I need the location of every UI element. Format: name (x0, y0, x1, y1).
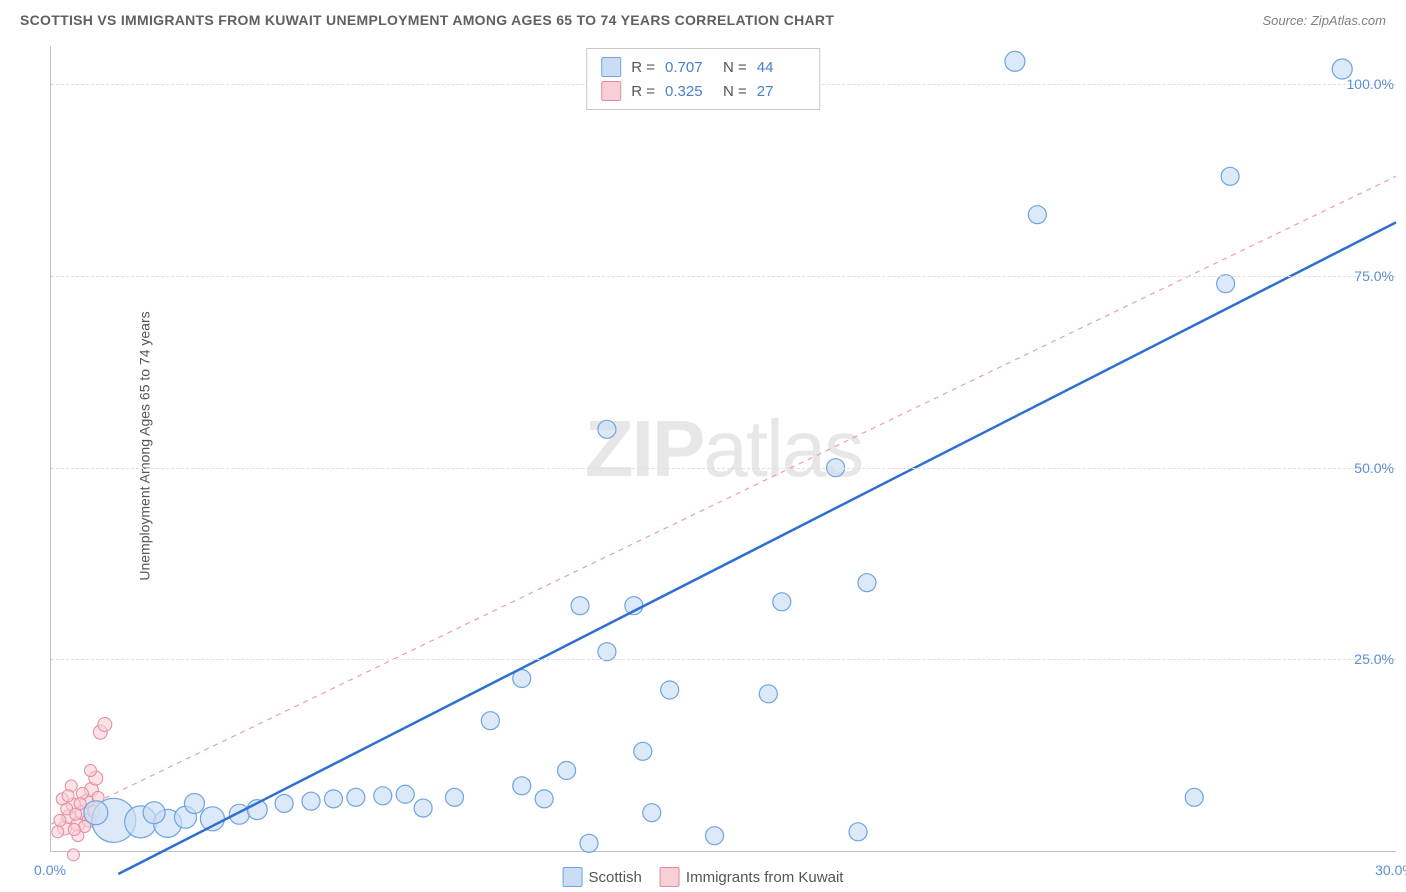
legend-item-kuwait: Immigrants from Kuwait (660, 867, 844, 887)
source-prefix: Source: (1262, 13, 1310, 28)
scatter-plot-svg (51, 46, 1396, 851)
x-tick-label: 30.0% (1375, 862, 1406, 878)
stats-row-scottish: R = 0.707 N = 44 (601, 55, 805, 79)
r-label: R = (631, 83, 655, 100)
r-value-scottish: 0.707 (665, 59, 713, 76)
legend-swatch-kuwait (660, 867, 680, 887)
legend-item-scottish: Scottish (563, 867, 642, 887)
stats-legend: R = 0.707 N = 44 R = 0.325 N = 27 (586, 48, 820, 110)
source-name: ZipAtlas.com (1311, 13, 1386, 28)
y-tick-label: 25.0% (1354, 651, 1394, 667)
swatch-kuwait (601, 81, 621, 101)
legend-label-kuwait: Immigrants from Kuwait (686, 869, 844, 886)
stats-row-kuwait: R = 0.325 N = 27 (601, 79, 805, 103)
series-legend: Scottish Immigrants from Kuwait (563, 867, 844, 887)
y-tick-label: 100.0% (1347, 76, 1394, 92)
chart-title: SCOTTISH VS IMMIGRANTS FROM KUWAIT UNEMP… (20, 12, 834, 28)
n-label: N = (723, 83, 747, 100)
source-attribution: Source: ZipAtlas.com (1262, 13, 1386, 28)
n-value-kuwait: 27 (757, 83, 805, 100)
x-tick-label: 0.0% (34, 862, 66, 878)
n-label: N = (723, 59, 747, 76)
r-label: R = (631, 59, 655, 76)
r-value-kuwait: 0.325 (665, 83, 713, 100)
y-tick-label: 75.0% (1354, 268, 1394, 284)
n-value-scottish: 44 (757, 59, 805, 76)
legend-label-scottish: Scottish (589, 869, 642, 886)
chart-header: SCOTTISH VS IMMIGRANTS FROM KUWAIT UNEMP… (0, 0, 1406, 40)
chart-plot-area: ZIPatlas (50, 46, 1396, 852)
legend-swatch-scottish (563, 867, 583, 887)
y-tick-label: 50.0% (1354, 460, 1394, 476)
swatch-scottish (601, 57, 621, 77)
